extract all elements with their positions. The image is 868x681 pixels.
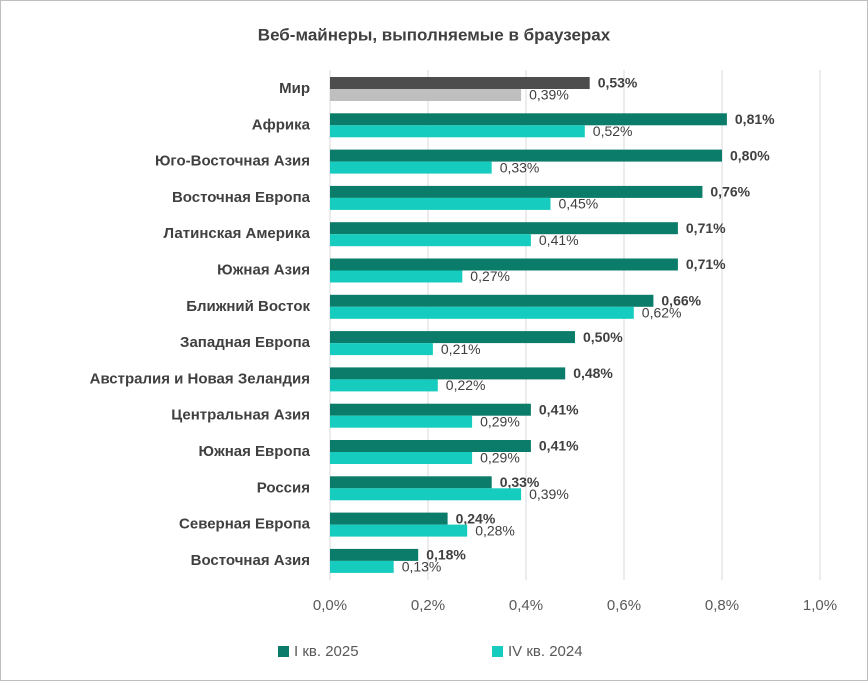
value-label: 0,50% <box>583 329 623 345</box>
value-label: 0,81% <box>735 111 775 127</box>
x-tick-label: 0,0% <box>313 597 347 614</box>
bar <box>330 125 585 138</box>
value-label: 0,76% <box>710 184 750 200</box>
value-label: 0,29% <box>480 450 520 466</box>
value-label: 0,33% <box>500 474 540 490</box>
chart-title: Веб-майнеры, выполняемые в браузерах <box>258 25 611 44</box>
bar <box>330 161 492 174</box>
legend-swatch <box>278 646 289 657</box>
x-tick-label: 0,4% <box>509 597 543 614</box>
bar <box>330 452 473 464</box>
value-label: 0,39% <box>529 486 569 502</box>
y-tick-label: Южная Азия <box>217 261 310 278</box>
bar <box>330 415 473 428</box>
y-tick-label: Россия <box>257 479 310 496</box>
x-tick-label: 0,2% <box>411 597 445 614</box>
value-label: 0,48% <box>573 365 613 381</box>
value-label: 0,80% <box>730 147 770 163</box>
y-tick-label: Западная Европа <box>180 334 311 351</box>
value-label: 0,21% <box>441 341 481 357</box>
value-label: 0,22% <box>446 377 486 393</box>
bar <box>330 367 566 380</box>
value-label: 0,24% <box>456 510 496 526</box>
bar <box>330 77 590 89</box>
bar <box>330 560 394 573</box>
bar <box>330 524 468 537</box>
value-label: 0,41% <box>539 438 579 454</box>
legend-label: I кв. 2025 <box>294 643 359 660</box>
value-label: 0,33% <box>500 159 540 175</box>
value-label: 0,29% <box>480 413 520 429</box>
bar <box>330 89 522 101</box>
bar <box>330 270 463 283</box>
y-tick-label: Африка <box>252 116 311 133</box>
value-label: 0,13% <box>402 559 442 575</box>
value-label: 0,27% <box>470 268 510 284</box>
bar <box>330 185 703 198</box>
value-label: 0,45% <box>559 196 599 212</box>
y-tick-label: Восточная Азия <box>191 552 310 569</box>
y-tick-label: Восточная Европа <box>172 189 311 206</box>
x-tick-label: 1,0% <box>803 597 837 614</box>
bar <box>330 476 492 489</box>
bar <box>330 306 634 319</box>
value-label: 0,62% <box>642 305 682 321</box>
bar <box>330 403 531 416</box>
y-tick-label: Австралия и Новая Зеландия <box>90 370 310 387</box>
y-tick-label: Ближний Восток <box>186 298 310 315</box>
x-tick-label: 0,8% <box>705 597 739 614</box>
bar <box>330 149 722 162</box>
value-label: 0,71% <box>686 220 726 236</box>
value-label: 0,52% <box>593 123 633 139</box>
y-tick-label: Латинская Америка <box>164 225 311 242</box>
bar <box>330 440 531 452</box>
y-tick-label: Северная Европа <box>179 516 311 533</box>
bar <box>330 222 678 235</box>
x-tick-label: 0,6% <box>607 597 641 614</box>
value-label: 0,39% <box>529 87 569 103</box>
value-label: 0,41% <box>539 232 579 248</box>
bar <box>330 294 654 307</box>
value-label: 0,71% <box>686 256 726 272</box>
y-tick-label: Южная Европа <box>198 443 310 460</box>
bar <box>330 343 433 356</box>
bar <box>330 379 438 392</box>
bar <box>330 331 575 344</box>
legend-label: IV кв. 2024 <box>508 643 583 660</box>
bar <box>330 548 419 561</box>
value-label: 0,18% <box>426 547 466 563</box>
bar <box>330 234 531 247</box>
legend-swatch <box>492 646 503 657</box>
value-label: 0,53% <box>598 75 638 91</box>
bar <box>330 488 522 501</box>
bar <box>330 258 678 271</box>
bar <box>330 113 727 126</box>
value-label: 0,28% <box>475 522 515 538</box>
y-tick-label: Центральная Азия <box>171 407 310 424</box>
value-label: 0,41% <box>539 401 579 417</box>
value-label: 0,66% <box>661 293 701 309</box>
bar <box>330 197 551 210</box>
y-tick-label: Мир <box>279 80 310 97</box>
bar <box>330 512 448 525</box>
y-tick-label: Юго-Восточная Азия <box>155 153 310 170</box>
